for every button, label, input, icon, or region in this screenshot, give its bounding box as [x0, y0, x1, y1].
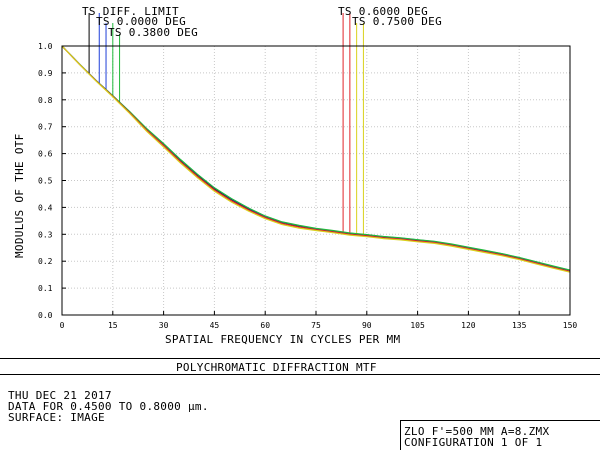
legend-deg-0: TS 0.0000 DEG	[96, 15, 186, 28]
x-tick-label: 60	[260, 321, 270, 330]
mtf-curve-ts-0-7500-deg	[61, 45, 571, 273]
legend-diff-limit: TS DIFF. LIMIT	[82, 5, 179, 18]
footer-date: THU DEC 21 2017	[8, 389, 112, 402]
legend-deg-038: TS 0.3800 DEG	[108, 26, 198, 39]
footer-surface: SURFACE: IMAGE	[8, 411, 105, 424]
legend-lines	[88, 13, 364, 235]
y-tick-label: 0.1	[38, 284, 53, 293]
axes	[61, 45, 571, 316]
curves	[61, 45, 571, 273]
footer-configuration: CONFIGURATION 1 OF 1	[404, 436, 543, 449]
y-tick-label: 1.0	[38, 42, 53, 51]
x-tick-label: 105	[410, 321, 425, 330]
grid	[62, 46, 570, 315]
x-tick-label: 15	[108, 321, 118, 330]
x-tick-label: 90	[362, 321, 372, 330]
x-tick-label: 0	[60, 321, 65, 330]
mtf-curve-ts-0-3800-deg	[61, 45, 571, 271]
footer-divider-vertical	[400, 420, 401, 450]
y-tick-label: 0.7	[38, 123, 53, 132]
y-tick-label: 0.0	[38, 311, 53, 320]
x-tick-label: 45	[210, 321, 220, 330]
footer-title: POLYCHROMATIC DIFFRACTION MTF	[176, 361, 377, 374]
y-tick-label: 0.2	[38, 257, 53, 266]
y-tick-label: 0.9	[38, 69, 53, 78]
y-axis-label: MODULUS OF THE OTF	[13, 133, 26, 258]
footer-data-range: DATA FOR 0.4500 TO 0.8000 µm.	[8, 400, 209, 413]
x-tick-label: 150	[563, 321, 578, 330]
footer-divider-top	[0, 358, 600, 359]
y-tick-label: 0.6	[38, 150, 53, 159]
x-tick-label: 135	[512, 321, 527, 330]
legend-deg-060: TS 0.6000 DEG	[338, 5, 428, 18]
y-tick-label: 0.8	[38, 96, 53, 105]
x-axis-label: SPATIAL FREQUENCY IN CYCLES PER MM	[165, 333, 401, 346]
footer-divider-box	[400, 420, 600, 421]
x-tick-label: 30	[159, 321, 169, 330]
x-tick-label: 120	[461, 321, 476, 330]
tick-labels: 0 15 30 45 60 75 90 105 120 135 150 0.0 0.1 0.2 0.3 0.4…	[38, 42, 577, 330]
y-tick-label: 0.3	[38, 230, 53, 239]
y-tick-label: 0.4	[38, 203, 53, 212]
legend-deg-075: TS 0.7500 DEG	[352, 15, 442, 28]
x-tick-label: 75	[311, 321, 321, 330]
footer-file: ZLO F'=500 MM A=8.ZMX	[404, 425, 550, 438]
mtf-curve-ts-0-6000-deg	[61, 45, 571, 272]
footer-divider-title	[0, 374, 600, 375]
y-tick-label: 0.5	[38, 177, 53, 186]
